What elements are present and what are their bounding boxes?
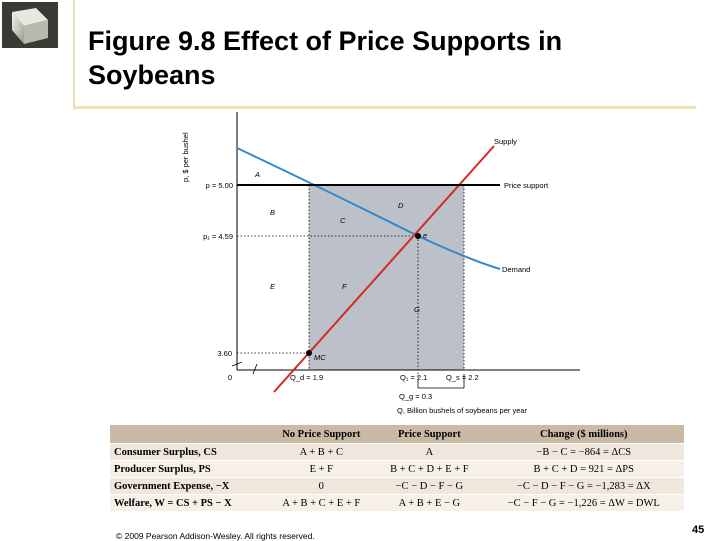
table-cell: −C − D − F − G = −1,283 = ΔX (483, 477, 684, 495)
table-header-no-support: No Price Support (267, 425, 376, 444)
table-cell: Producer Surplus, PS (110, 460, 268, 478)
x-axis-break (252, 363, 258, 375)
y-axis-break (231, 361, 243, 367)
table-row: Consumer Surplus, CS A + B + C A −B − C … (110, 443, 684, 461)
table-cell: A + B + E − G (375, 494, 484, 511)
table-header-support: Price Support (375, 425, 484, 444)
table-cell: 0 (267, 477, 376, 495)
y-tick-equilibrium: p₁ = 4.59 (203, 232, 233, 241)
mc-point (306, 350, 312, 356)
table-cell: E + F (267, 460, 376, 478)
page-number: 45 (692, 524, 705, 536)
price-support-diagram: p, $ per bushel Supply Price support Dem… (181, 112, 580, 415)
slide-title: Figure 9.8 Effect of Price Supports in S… (88, 24, 698, 92)
area-g-label: G (414, 305, 420, 314)
demand-label: Demand (502, 265, 530, 274)
table-row: Government Expense, −X 0 −C − D − F − G … (110, 477, 684, 495)
equilibrium-point-label: e (423, 231, 427, 240)
table-cell: A + B + C + E + F (267, 494, 376, 511)
y-tick-origin: 0 (228, 373, 232, 382)
price-support-label: Price support (504, 181, 549, 190)
shaded-purchase-region (309, 185, 464, 370)
x-tick-qg: Q_g = 0.3 (399, 392, 432, 401)
y-tick-mc: 3.60 (217, 349, 232, 358)
table-cell: B + C + D = 921 = ΔPS (483, 460, 684, 478)
table-cell: Government Expense, −X (110, 477, 268, 495)
table-cell: Consumer Surplus, CS (110, 443, 268, 461)
table-cell: A (375, 443, 484, 461)
area-f-label: F (342, 282, 347, 291)
table-header-row: No Price Support Price Support Change ($… (110, 425, 684, 444)
area-c-label: C (340, 216, 346, 225)
table-header-change: Change ($ millions) (483, 425, 684, 444)
x-tick-qd: Q_d = 1.9 (290, 373, 323, 382)
x-axis-label: Q, Billion bushels of soybeans per year (397, 406, 528, 415)
table-cell: Welfare, W = CS + PS − X (110, 494, 268, 511)
x-tick-q1: Q₁ = 2.1 (400, 373, 427, 382)
cube-logo-icon (2, 2, 58, 48)
table-row: Producer Surplus, PS E + F B + C + D + E… (110, 460, 684, 478)
table-cell: A + B + C (267, 443, 376, 461)
slide-title-line2: Soybeans (88, 60, 216, 90)
area-d-label: D (398, 201, 404, 210)
mc-point-label: MC (314, 353, 326, 362)
title-rule (73, 106, 696, 109)
slide-title-line1: Figure 9.8 Effect of Price Supports in (88, 26, 563, 56)
x-tick-qs: Q_s = 2.2 (446, 373, 479, 382)
table-cell: −B − C = −864 = ΔCS (483, 443, 684, 461)
area-e-label: E (270, 282, 276, 291)
supply-label: Supply (494, 137, 517, 146)
demand-curve (236, 147, 501, 270)
title-vertical-rule (73, 0, 75, 110)
welfare-table: No Price Support Price Support Change ($… (110, 425, 684, 511)
equilibrium-point (415, 233, 421, 239)
table-cell: −C − D − F − G (375, 477, 484, 495)
area-b-label: B (270, 208, 275, 217)
area-a-label: A (254, 170, 260, 179)
table-cell: B + C + D + E + F (375, 460, 484, 478)
table-row: Welfare, W = CS + PS − X A + B + C + E +… (110, 494, 684, 511)
y-axis-label: p, $ per bushel (181, 132, 190, 182)
table-cell: −C − F − G = −1,226 = ΔW = DWL (483, 494, 684, 511)
y-tick-support: p = 5.00 (206, 181, 233, 190)
copyright-footer: © 2009 Pearson Addison-Wesley. All right… (116, 531, 315, 541)
table-header-blank (110, 425, 268, 444)
